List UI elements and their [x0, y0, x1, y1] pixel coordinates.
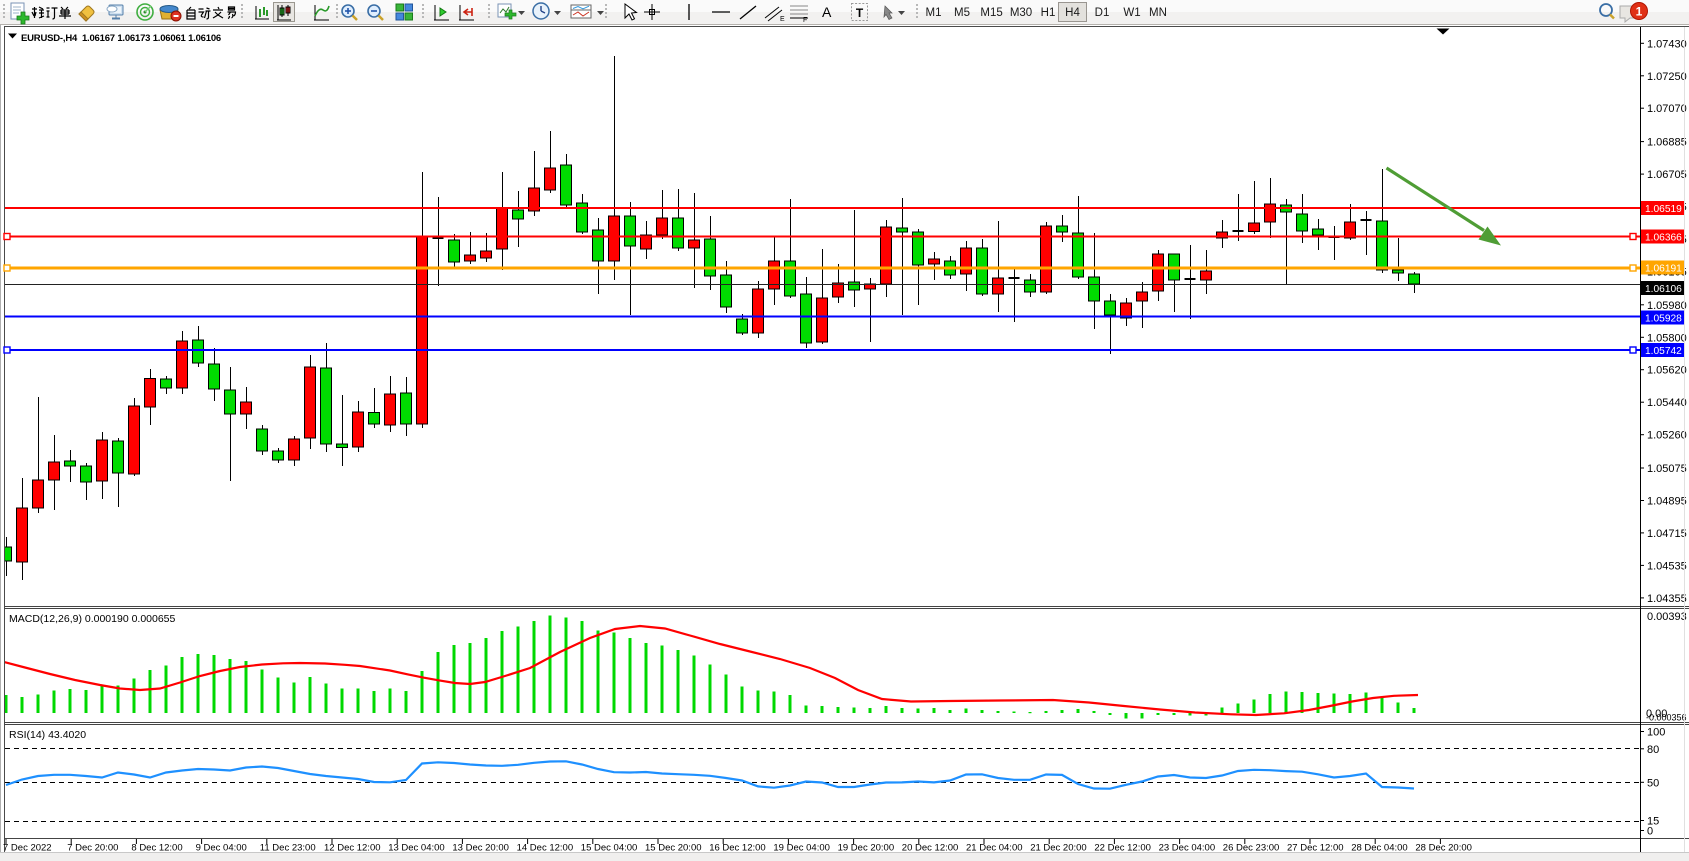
svg-text:1.05075: 1.05075 [1647, 463, 1687, 475]
svg-text:1.06519: 1.06519 [1645, 204, 1682, 215]
svg-text:19 Dec 20:00: 19 Dec 20:00 [838, 843, 895, 854]
svg-text:1.05440: 1.05440 [1647, 397, 1687, 409]
svg-text:1.05620: 1.05620 [1647, 365, 1687, 377]
svg-text:M1: M1 [926, 7, 942, 19]
svg-text:15: 15 [1647, 816, 1659, 828]
svg-text:F: F [803, 17, 807, 24]
svg-text:E: E [780, 16, 785, 23]
svg-text:28 Dec 20:00: 28 Dec 20:00 [1415, 843, 1472, 854]
svg-text:9 Dec 04:00: 9 Dec 04:00 [196, 843, 247, 854]
svg-text:1.04895: 1.04895 [1647, 496, 1687, 508]
svg-text:1.07430: 1.07430 [1647, 38, 1687, 50]
svg-text:50: 50 [1647, 777, 1659, 789]
svg-text:11 Dec 23:00: 11 Dec 23:00 [260, 843, 316, 854]
svg-text:1.05742: 1.05742 [1645, 346, 1682, 357]
svg-text:A: A [822, 4, 832, 20]
svg-text:RSI(14) 43.4020: RSI(14) 43.4020 [9, 729, 86, 741]
svg-text:1.04715: 1.04715 [1647, 528, 1687, 540]
svg-text:12 Dec 12:00: 12 Dec 12:00 [324, 843, 381, 854]
svg-text:21 Dec 04:00: 21 Dec 04:00 [966, 843, 1023, 854]
svg-text:15 Dec 04:00: 15 Dec 04:00 [581, 843, 638, 854]
svg-text:100: 100 [1647, 727, 1665, 739]
svg-text:1.05928: 1.05928 [1645, 313, 1682, 324]
svg-text:1.05260: 1.05260 [1647, 430, 1687, 442]
svg-text:M15: M15 [980, 7, 1002, 19]
svg-text:26 Dec 23:00: 26 Dec 23:00 [1223, 843, 1280, 854]
svg-text:1.06705: 1.06705 [1647, 169, 1687, 181]
svg-text:22 Dec 12:00: 22 Dec 12:00 [1094, 843, 1151, 854]
svg-text:1.07070: 1.07070 [1647, 103, 1687, 115]
svg-text:27 Dec 12:00: 27 Dec 12:00 [1287, 843, 1344, 854]
svg-text:21 Dec 20:00: 21 Dec 20:00 [1030, 843, 1087, 854]
svg-text:19 Dec 04:00: 19 Dec 04:00 [773, 843, 830, 854]
svg-text:M5: M5 [954, 7, 970, 19]
svg-text:T: T [856, 6, 864, 20]
svg-text:80: 80 [1647, 744, 1659, 756]
svg-text:7 Dec 2022: 7 Dec 2022 [3, 843, 52, 854]
svg-text:16 Dec 12:00: 16 Dec 12:00 [709, 843, 766, 854]
svg-text:0.00393: 0.00393 [1647, 611, 1687, 623]
svg-text:H4: H4 [1065, 7, 1080, 19]
svg-text:EURUSD-,H4 1.06167 1.06173 1.: EURUSD-,H4 1.06167 1.06173 1.06061 1.061… [21, 33, 221, 44]
svg-text:0: 0 [1647, 826, 1653, 838]
svg-text:7 Dec 20:00: 7 Dec 20:00 [67, 843, 118, 854]
svg-text:13 Dec 04:00: 13 Dec 04:00 [388, 843, 445, 854]
svg-text:28 Dec 04:00: 28 Dec 04:00 [1351, 843, 1408, 854]
svg-text:23 Dec 04:00: 23 Dec 04:00 [1159, 843, 1216, 854]
svg-text:W1: W1 [1123, 7, 1140, 19]
svg-text:1.06191: 1.06191 [1645, 263, 1682, 274]
svg-text:20 Dec 12:00: 20 Dec 12:00 [902, 843, 959, 854]
svg-text:1.04355: 1.04355 [1647, 593, 1687, 605]
svg-text:1.06106: 1.06106 [1645, 284, 1682, 295]
svg-text:1.07250: 1.07250 [1647, 71, 1687, 83]
svg-text:MACD(12,26,9) 0.000190 0.00065: MACD(12,26,9) 0.000190 0.000655 [9, 613, 176, 625]
svg-text:MN: MN [1149, 7, 1167, 19]
svg-text:13 Dec 20:00: 13 Dec 20:00 [452, 843, 509, 854]
svg-text:1.05800: 1.05800 [1647, 332, 1687, 344]
svg-text:1.06366: 1.06366 [1645, 232, 1682, 243]
svg-text:0.00: 0.00 [1646, 708, 1667, 720]
svg-text:H1: H1 [1041, 7, 1056, 19]
svg-text:15 Dec 20:00: 15 Dec 20:00 [645, 843, 702, 854]
svg-text:1.06885: 1.06885 [1647, 137, 1687, 149]
svg-text:1.04535: 1.04535 [1647, 560, 1687, 572]
svg-text:1: 1 [1636, 5, 1643, 19]
svg-text:1.05980: 1.05980 [1647, 300, 1687, 312]
svg-text:M30: M30 [1010, 7, 1032, 19]
svg-text:8 Dec 12:00: 8 Dec 12:00 [131, 843, 182, 854]
svg-text:-0.000356: -0.000356 [1646, 713, 1687, 723]
svg-text:14 Dec 12:00: 14 Dec 12:00 [517, 843, 574, 854]
svg-text:D1: D1 [1095, 7, 1110, 19]
